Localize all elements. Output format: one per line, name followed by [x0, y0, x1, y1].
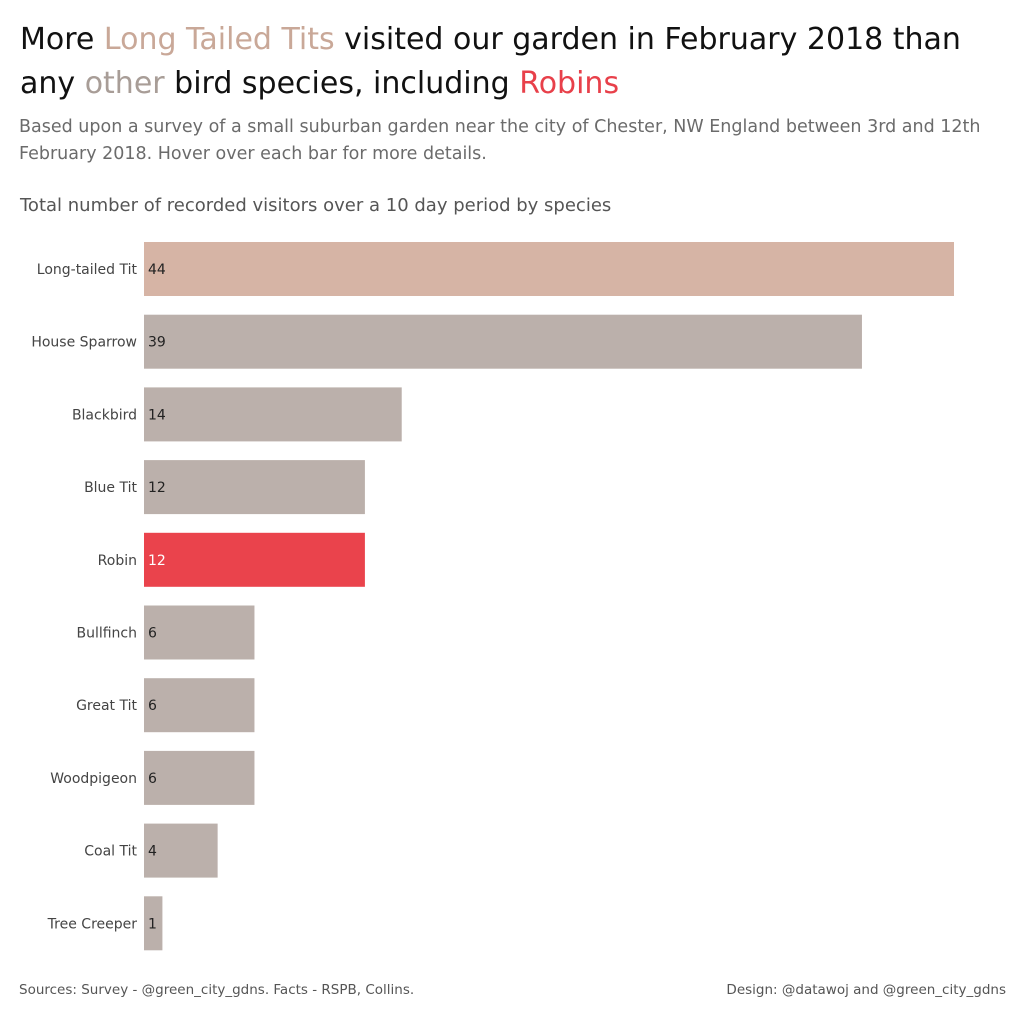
headline-part-3: bird species, including [164, 66, 520, 101]
bar-bullfinch[interactable] [144, 605, 255, 660]
category-label-woodpigeon: Woodpigeon [50, 771, 137, 787]
category-label-blackbird: Blackbird [72, 407, 137, 423]
bar-long-tailed-tit[interactable] [144, 242, 954, 296]
category-label-bullfinch: Bullfinch [76, 626, 137, 642]
value-label-great-tit: 6 [148, 698, 157, 714]
bar-blue-tit[interactable] [144, 460, 365, 515]
category-label-blue-tit: Blue Tit [84, 480, 137, 496]
bar-blackbird[interactable] [144, 387, 402, 442]
headline-highlight-other: other [84, 66, 165, 101]
subtitle: Based upon a survey of a small suburban … [19, 117, 981, 164]
footer-sources: Sources: Survey - @green_city_gdns. Fact… [19, 982, 415, 998]
value-label-blue-tit: 12 [148, 480, 166, 496]
category-label-long-tailed-tit: Long-tailed Tit [37, 262, 138, 278]
value-label-long-tailed-tit: 44 [148, 262, 166, 278]
headline-part-1: More [20, 22, 104, 57]
footer-design-credit: Design: @datawoj and @green_city_gdns [726, 982, 1006, 998]
value-label-coal-tit: 4 [148, 844, 157, 860]
value-label-robin: 12 [148, 553, 166, 569]
value-label-blackbird: 14 [148, 407, 166, 423]
value-label-tree-creeper: 1 [148, 916, 157, 932]
bar-house-sparrow[interactable] [144, 314, 862, 369]
bar-chart: Long-tailed Tit 44 House Sparrow 39 Blackbir… [31, 242, 954, 951]
headline-part-2: visited our garden in February 2018 than… [20, 22, 961, 101]
headline-highlight-robins: Robins [519, 66, 620, 101]
headline: More Long Tailed Tits visited our garden… [20, 18, 1010, 106]
headline-highlight-long-tailed-tits: Long Tailed Tits [103, 22, 335, 57]
bar-coal-tit[interactable] [144, 823, 218, 878]
category-label-robin: Robin [98, 553, 137, 569]
bar-robin[interactable] [144, 532, 365, 587]
bar-tree-creeper[interactable] [144, 896, 163, 951]
category-label-great-tit: Great Tit [76, 698, 137, 714]
bar-woodpigeon[interactable] [144, 750, 255, 805]
chart-title: Total number of recorded visitors over a… [20, 195, 612, 216]
category-label-coal-tit: Coal Tit [84, 844, 137, 860]
value-label-woodpigeon: 6 [148, 771, 157, 787]
value-label-house-sparrow: 39 [148, 335, 166, 351]
category-label-house-sparrow: House Sparrow [31, 335, 137, 351]
category-label-tree-creeper: Tree Creeper [47, 916, 138, 932]
value-label-bullfinch: 6 [148, 626, 157, 642]
bar-great-tit[interactable] [144, 678, 255, 733]
